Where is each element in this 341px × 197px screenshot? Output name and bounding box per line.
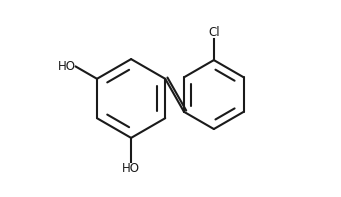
Text: Cl: Cl xyxy=(208,26,220,39)
Text: HO: HO xyxy=(58,60,76,73)
Text: HO: HO xyxy=(122,162,140,175)
